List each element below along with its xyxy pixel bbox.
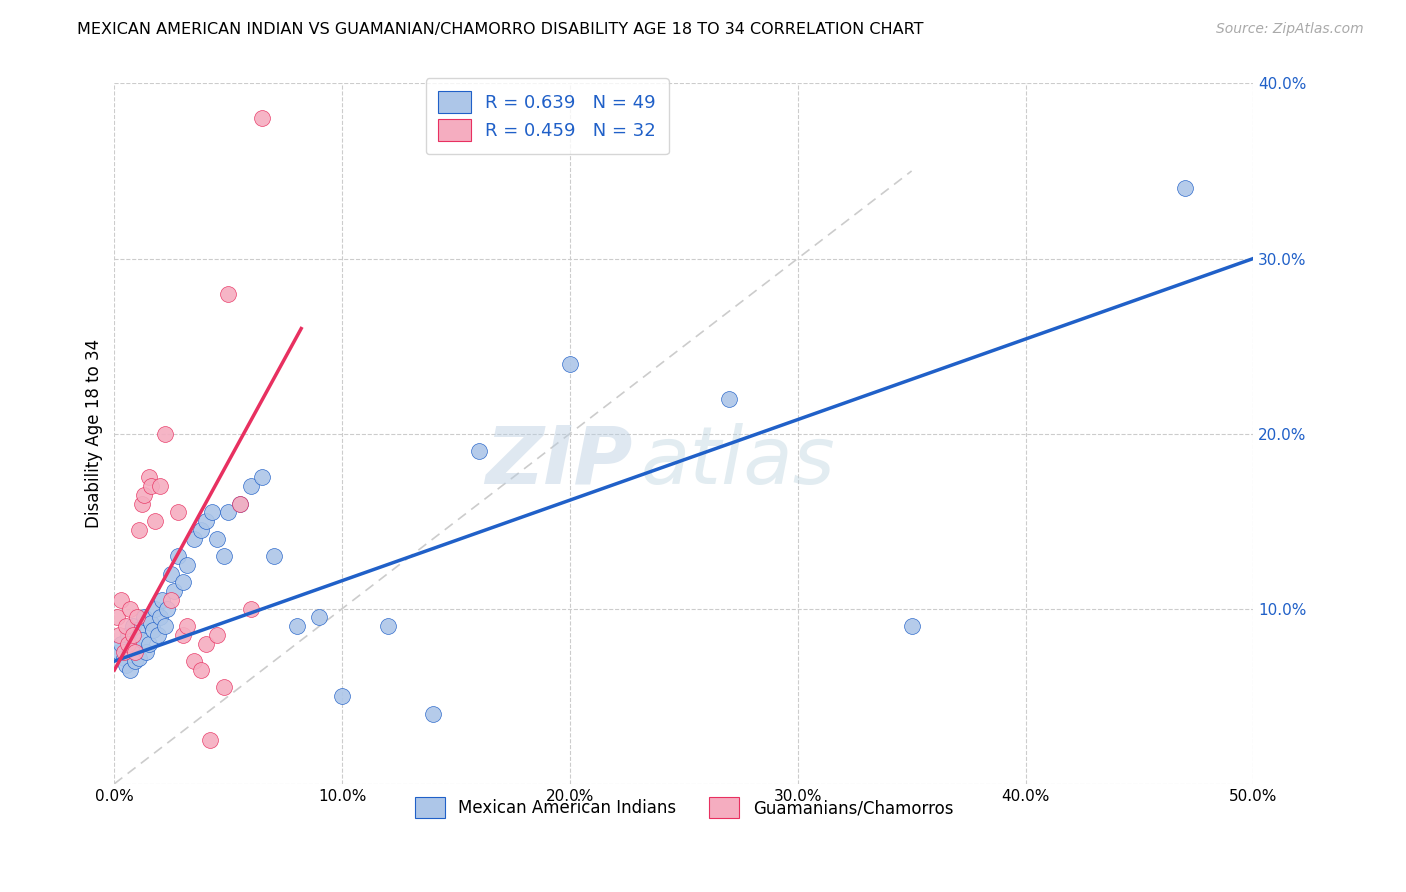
Text: ZIP: ZIP	[485, 423, 633, 500]
Point	[900, 619, 922, 633]
Point	[135, 645, 157, 659]
Point	[172, 575, 194, 590]
Point	[212, 681, 235, 695]
Point	[128, 650, 150, 665]
Point	[114, 657, 136, 672]
Text: Source: ZipAtlas.com: Source: ZipAtlas.com	[1216, 22, 1364, 37]
Point	[228, 497, 250, 511]
Point	[146, 628, 169, 642]
Point	[194, 514, 217, 528]
Point	[114, 619, 136, 633]
Point	[217, 286, 239, 301]
Point	[160, 566, 183, 581]
Point	[263, 549, 285, 563]
Point	[212, 549, 235, 563]
Point	[558, 357, 581, 371]
Point	[145, 601, 167, 615]
Point	[110, 637, 132, 651]
Point	[124, 654, 146, 668]
Point	[139, 479, 162, 493]
Point	[240, 601, 263, 615]
Point	[252, 112, 274, 126]
Point	[132, 488, 155, 502]
Point	[205, 628, 228, 642]
Point	[308, 610, 330, 624]
Point	[228, 497, 250, 511]
Point	[240, 479, 263, 493]
Point	[153, 426, 176, 441]
Point	[121, 640, 143, 655]
Legend: Mexican American Indians, Guamanians/Chamorros: Mexican American Indians, Guamanians/Cha…	[408, 790, 960, 824]
Point	[138, 470, 160, 484]
Point	[117, 628, 139, 642]
Point	[149, 479, 172, 493]
Text: MEXICAN AMERICAN INDIAN VS GUAMANIAN/CHAMORRO DISABILITY AGE 18 TO 34 CORRELATIO: MEXICAN AMERICAN INDIAN VS GUAMANIAN/CHA…	[77, 22, 924, 37]
Point	[468, 444, 491, 458]
Point	[176, 558, 198, 572]
Point	[112, 645, 135, 659]
Point	[183, 532, 205, 546]
Point	[121, 619, 143, 633]
Point	[145, 514, 167, 528]
Point	[120, 663, 142, 677]
Point	[131, 497, 153, 511]
Text: atlas: atlas	[641, 423, 835, 500]
Point	[156, 601, 179, 615]
Point	[217, 505, 239, 519]
Point	[167, 505, 190, 519]
Point	[112, 650, 135, 665]
Point	[160, 593, 183, 607]
Point	[127, 623, 149, 637]
Point	[377, 619, 399, 633]
Point	[120, 601, 142, 615]
Point	[252, 470, 274, 484]
Point	[176, 619, 198, 633]
Point	[153, 619, 176, 633]
Point	[131, 633, 153, 648]
Point	[422, 706, 444, 721]
Point	[128, 523, 150, 537]
Point	[142, 623, 165, 637]
Point	[194, 637, 217, 651]
Point	[132, 610, 155, 624]
Point	[108, 645, 131, 659]
Point	[183, 654, 205, 668]
Point	[139, 615, 162, 630]
Point	[172, 628, 194, 642]
Point	[167, 549, 190, 563]
Point	[149, 610, 172, 624]
Point	[201, 505, 224, 519]
Point	[198, 733, 221, 747]
Point	[108, 628, 131, 642]
Point	[117, 637, 139, 651]
Point	[190, 523, 212, 537]
Point	[150, 593, 173, 607]
Y-axis label: Disability Age 18 to 34: Disability Age 18 to 34	[86, 339, 103, 528]
Point	[330, 689, 353, 703]
Point	[205, 532, 228, 546]
Point	[124, 645, 146, 659]
Point	[718, 392, 741, 406]
Point	[285, 619, 308, 633]
Point	[190, 663, 212, 677]
Point	[162, 584, 184, 599]
Point	[127, 610, 149, 624]
Point	[121, 628, 143, 642]
Point	[138, 637, 160, 651]
Point	[1174, 181, 1197, 195]
Point	[105, 610, 128, 624]
Point	[110, 593, 132, 607]
